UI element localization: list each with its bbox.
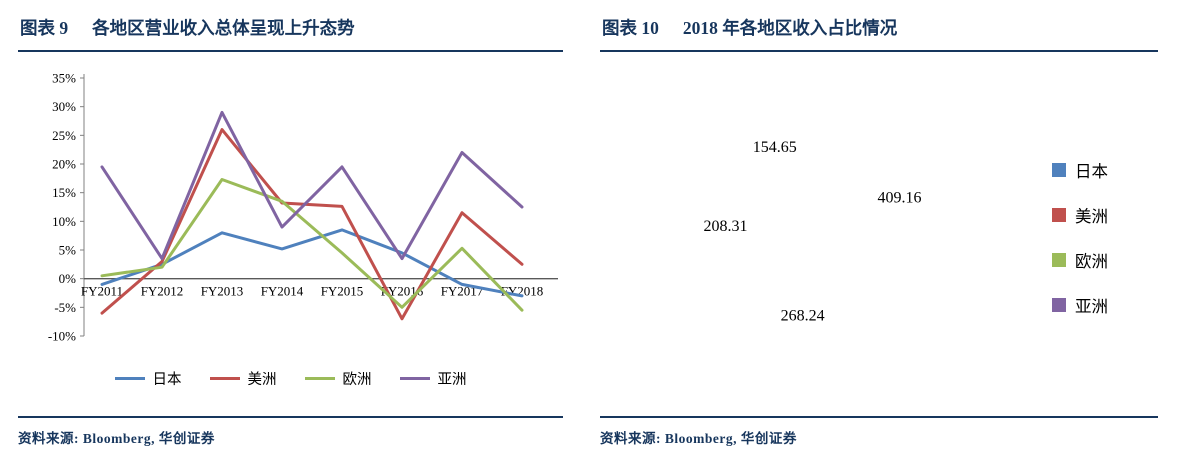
legend-label: 美洲 [247, 372, 277, 388]
legend-label: 亚洲 [437, 372, 467, 388]
donut-slices [721, 112, 887, 319]
source-text: 资料来源: Bloomberg, 华创证券 [600, 431, 797, 446]
y-tick-label: 25% [52, 128, 76, 143]
line-chart-title-row: 图表 9 各地区营业收入总体呈现上升态势 [18, 8, 563, 50]
legend-swatch-europe [1052, 253, 1066, 267]
legend-item-americas: 美洲 [209, 368, 277, 389]
legend-item-japan: 日本 [114, 368, 182, 389]
y-tick-label: 35% [52, 71, 76, 86]
figure-label: 图表 9 [20, 18, 69, 38]
x-tick-label: FY2011 [81, 284, 123, 299]
y-tick-label: 0% [59, 271, 77, 286]
legend-item-asia: 亚洲 [1052, 293, 1108, 317]
x-tick-label: FY2015 [321, 284, 364, 299]
title-rule [18, 50, 563, 52]
x-tick-label: FY2012 [141, 284, 184, 299]
pie-legend: 日本 美洲 欧洲 亚洲 [1052, 158, 1108, 317]
donut-label-americas: 268.24 [781, 307, 825, 324]
donut-label-japan: 409.16 [878, 189, 922, 206]
legend-item-europe: 欧洲 [304, 368, 372, 389]
figure-title: 2018 年各地区收入占比情况 [682, 18, 898, 38]
donut-label-asia: 154.65 [753, 139, 797, 156]
legend-item-europe: 欧洲 [1052, 248, 1108, 272]
legend-swatch-asia [1052, 298, 1066, 312]
y-tick-label: 20% [52, 157, 76, 172]
legend-swatch-asia [399, 376, 430, 381]
donut-chart-panel: 图表 10 2018 年各地区收入占比情况 409.16 268.24 208.31… [600, 8, 1158, 451]
source-text: 资料来源: Bloomberg, 华创证券 [18, 431, 215, 446]
y-tick-label: 5% [59, 243, 77, 258]
x-tick-label: FY2013 [201, 284, 244, 299]
y-tick-label: 30% [52, 99, 76, 114]
source-rule [18, 416, 563, 418]
legend-label: 美洲 [1075, 207, 1108, 226]
legend-swatch-japan [114, 376, 145, 381]
source-block: 资料来源: Bloomberg, 华创证券 [600, 416, 1158, 447]
y-tick-label: 15% [52, 185, 76, 200]
y-tick-label: -10% [48, 329, 76, 344]
line-series-asia [100, 110, 524, 261]
legend-label: 欧洲 [342, 372, 372, 388]
line-chart-panel: 图表 9 各地区营业收入总体呈现上升态势 35% 30% 25% 20% 15% 10% 5… [18, 8, 563, 451]
x-tick-label: FY2014 [261, 284, 304, 299]
legend-item-asia: 亚洲 [399, 368, 467, 389]
line-series-europe [100, 178, 524, 312]
figure-title: 各地区营业收入总体呈现上升态势 [92, 18, 355, 38]
legend-label: 日本 [152, 372, 182, 388]
legend-label: 欧洲 [1075, 252, 1108, 271]
line-legend: 日本 美洲 欧洲 亚洲 [18, 368, 563, 389]
y-tick-label: 10% [52, 214, 76, 229]
donut-svg: 409.16 268.24 208.31 154.65 [704, 112, 922, 325]
source-block: 资料来源: Bloomberg, 华创证券 [18, 416, 563, 447]
legend-label: 日本 [1075, 162, 1108, 181]
line-series-americas [100, 128, 524, 321]
legend-swatch-europe [304, 376, 335, 381]
donut-chart-title-row: 图表 10 2018 年各地区收入占比情况 [600, 8, 1158, 50]
donut-label-europe: 208.31 [704, 218, 748, 235]
legend-swatch-americas [1052, 208, 1066, 222]
source-rule [600, 416, 1158, 418]
y-tick-label: -5% [54, 300, 76, 315]
legend-swatch-americas [209, 376, 240, 381]
legend-swatch-japan [1052, 163, 1066, 177]
legend-item-americas: 美洲 [1052, 203, 1108, 227]
title-rule [600, 50, 1158, 52]
legend-label: 亚洲 [1075, 297, 1108, 316]
line-series-japan [100, 228, 524, 298]
line-chart-svg: 35% 30% 25% 20% 15% 10% 5% 0% -5% -10% FY2011 FY201… [48, 71, 558, 344]
legend-item-japan: 日本 [1052, 158, 1108, 182]
figure-label: 图表 10 [602, 18, 659, 38]
